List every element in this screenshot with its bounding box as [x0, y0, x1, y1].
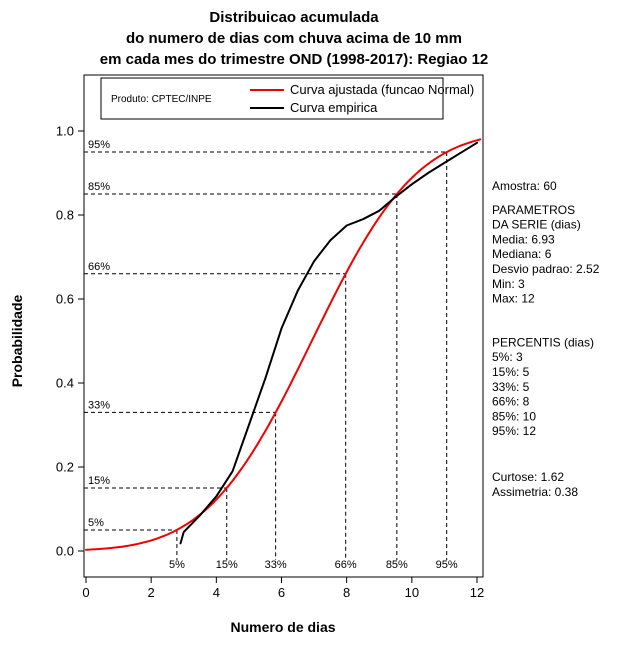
y-axis-tick-label: 0.6 [56, 292, 74, 307]
stats-line: Curtose: 1.62 [492, 470, 564, 484]
legend-product-label: Produto: CPTEC/INPE [111, 94, 212, 105]
stats-line: 5%: 3 [492, 350, 523, 364]
y-axis-tick-label: 0.0 [56, 544, 74, 559]
y-axis-tick-label: 0.4 [56, 376, 74, 391]
fitted-curve-legend-label: Curva ajustada (funcao Normal) [290, 82, 474, 97]
y-axis-tick-label: 0.2 [56, 460, 74, 475]
axis-ticks: 0 2 4 6 8 10 12 0.0 0.2 0.4 0.6 0.8 1.0 [56, 124, 484, 601]
percentile-left-label: 95% [88, 139, 110, 151]
empirical-curve [179, 141, 478, 545]
stats-line: 95%: 12 [492, 424, 536, 438]
plot-area-border [83, 74, 484, 578]
curves [85, 138, 482, 551]
y-axis-title: Probabilidade [9, 295, 25, 388]
x-axis-tick-label: 0 [82, 585, 89, 600]
x-axis-title: Numero de dias [230, 619, 335, 635]
fitted-normal-curve [85, 138, 482, 551]
chart-title-line3: em cada mes do trimestre OND (1998-2017)… [100, 51, 489, 68]
stats-line: DA SERIE (dias) [492, 218, 581, 232]
percentile-left-label: 5% [88, 517, 104, 529]
stats-line: Media: 6.93 [492, 232, 555, 246]
stats-line: Min: 3 [492, 277, 525, 291]
percentile-guides: 5% 5% 15% 15% 33% 33% 66% 66% 85% 85% 95% 95% [84, 139, 458, 571]
percentile-bottom-label: 95% [436, 559, 458, 571]
stats-line: Desvio padrao: 2.52 [492, 262, 600, 276]
percentile-left-label: 33% [88, 399, 110, 411]
x-axis-tick-label: 8 [343, 585, 350, 600]
chart-title-line2: do numero de dias com chuva acima de 10 … [126, 30, 462, 47]
chart-title-line1: Distribuicao acumulada [209, 9, 379, 26]
percentile-bottom-label: 33% [265, 559, 287, 571]
x-axis-tick-label: 2 [148, 585, 155, 600]
stats-line: Assimetria: 0.38 [492, 485, 578, 499]
x-axis-tick-label: 12 [470, 585, 484, 600]
legend-box [100, 77, 444, 120]
stats-line: 33%: 5 [492, 380, 530, 394]
stats-line: Amostra: 60 [492, 179, 557, 193]
empirical-curve-legend-label: Curva empirica [290, 100, 378, 115]
percentile-bottom-label: 5% [169, 559, 185, 571]
stats-line: 66%: 8 [492, 395, 530, 409]
stats-line: Max: 12 [492, 292, 535, 306]
stats-line: 85%: 10 [492, 409, 536, 423]
stats-line: PERCENTIS (dias) [492, 335, 594, 349]
x-axis-tick-label: 10 [405, 585, 419, 600]
percentile-bottom-label: 85% [386, 559, 408, 571]
percentile-left-label: 85% [88, 181, 110, 193]
percentile-left-label: 66% [88, 261, 110, 273]
stats-line: PARAMETROS [492, 203, 575, 217]
percentile-bottom-label: 15% [216, 559, 238, 571]
y-axis-tick-label: 1.0 [56, 124, 74, 139]
percentile-bottom-label: 66% [335, 559, 357, 571]
percentile-left-label: 15% [88, 475, 110, 487]
stats-line: 15%: 5 [492, 365, 530, 379]
x-axis-tick-label: 4 [213, 585, 220, 600]
y-axis-tick-label: 0.8 [56, 208, 74, 223]
x-axis-tick-label: 6 [278, 585, 285, 600]
stats-line: Mediana: 6 [492, 247, 552, 261]
